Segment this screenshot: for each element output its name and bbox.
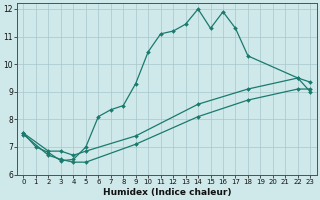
X-axis label: Humidex (Indice chaleur): Humidex (Indice chaleur) [103,188,231,197]
